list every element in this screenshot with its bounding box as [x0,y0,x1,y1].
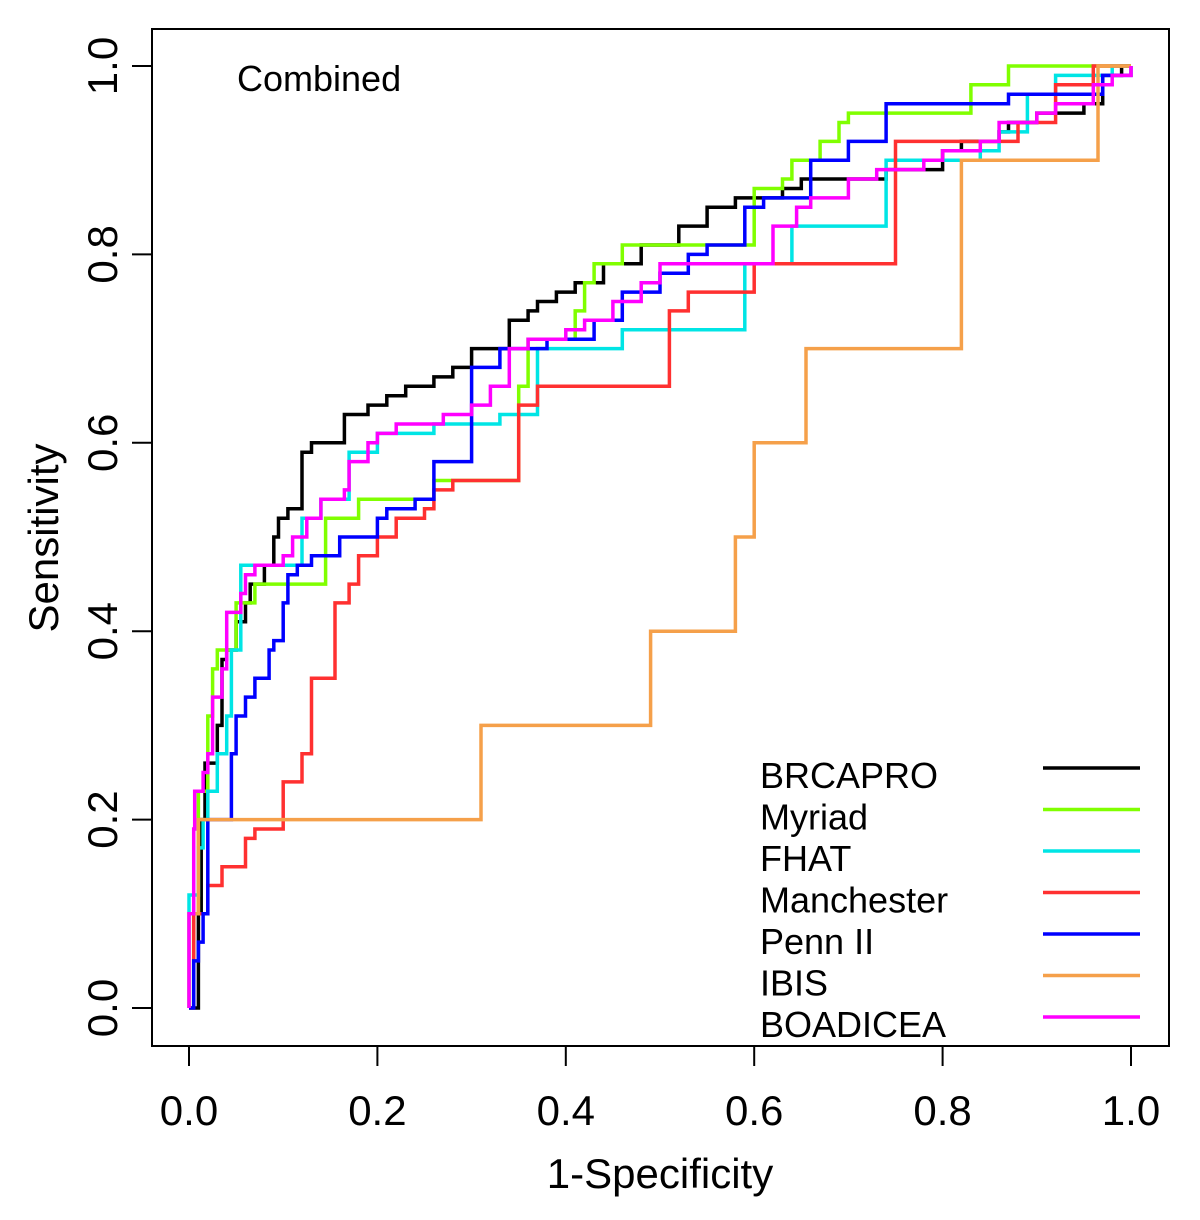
y-tick-label: 0.6 [79,414,126,472]
y-axis-label: Sensitivity [20,443,67,632]
legend-label-brcapro: BRCAPRO [760,755,938,796]
combined-annotation: Combined [237,58,401,99]
x-tick-label: 0.8 [913,1087,971,1134]
series-line-brcapro [189,64,1131,1010]
x-tick-label: 1.0 [1102,1087,1160,1134]
legend-label-manchester: Manchester [760,880,948,921]
roc-curves [187,64,1133,1010]
legend-label-boadicea: BOADICEA [760,1004,946,1045]
x-axis: 0.0 0.2 0.4 0.6 0.8 1.0 [160,1045,1160,1134]
series-line-boadicea [187,66,1133,1008]
legend-label-fhat: FHAT [760,838,851,879]
y-tick-label: 1.0 [79,37,126,95]
x-tick-label: 0.6 [725,1087,783,1134]
series-line-fhat [187,64,1131,1008]
legend-label-penn-ii: Penn II [760,921,874,962]
x-tick-label: 0.2 [348,1087,406,1134]
y-axis: 0.0 0.2 0.4 0.6 0.8 1.0 [79,37,153,1037]
series-line-manchester [189,64,1131,1010]
x-tick-label: 0.4 [537,1087,595,1134]
x-tick-label: 0.0 [160,1087,218,1134]
y-tick-label: 0.8 [79,225,126,283]
y-tick-label: 0.2 [79,790,126,848]
legend-label-myriad: Myriad [760,797,868,838]
y-tick-label: 0.4 [79,602,126,660]
series-line-penn-ii [189,66,1133,1010]
x-axis-label: 1-Specificity [547,1150,773,1197]
series-line-myriad [189,64,1131,1010]
y-tick-label: 0.0 [79,979,126,1037]
legend-label-ibis: IBIS [760,963,828,1004]
series-line-ibis [187,64,1131,1008]
